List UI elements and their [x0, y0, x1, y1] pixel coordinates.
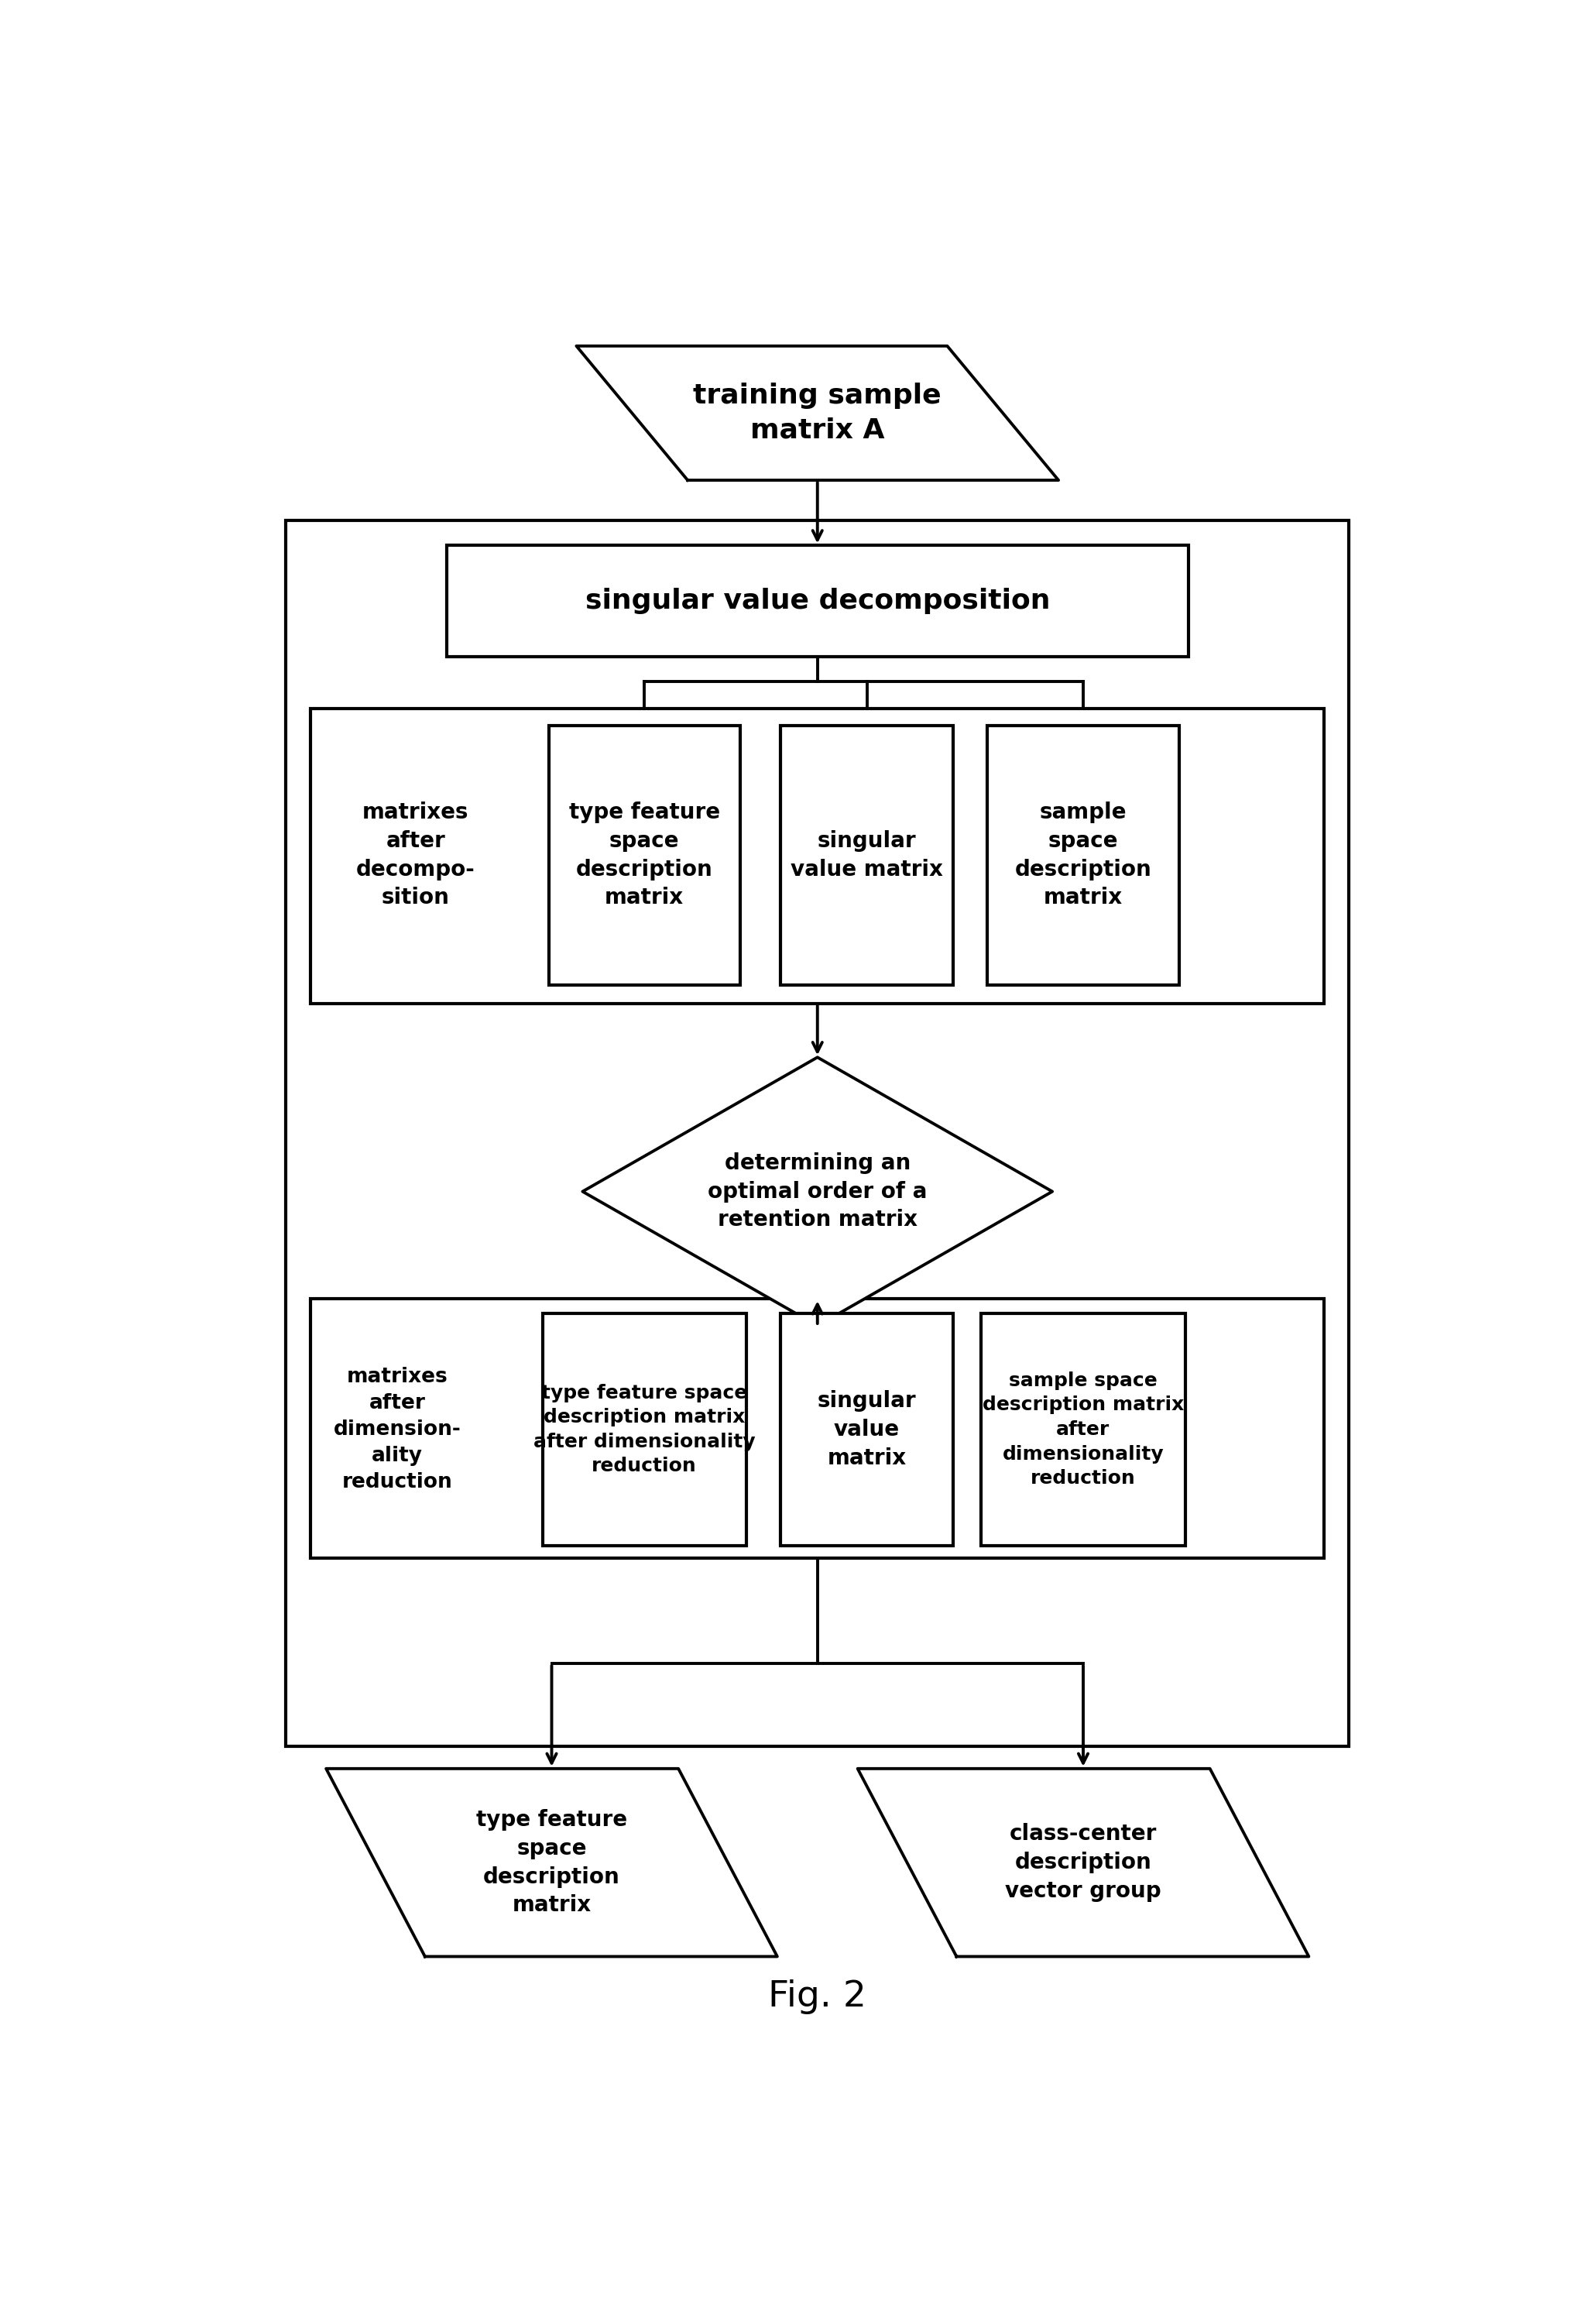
Bar	[311, 1299, 1324, 1559]
Text: type feature space
description matrix
after dimensionality
reduction: type feature space description matrix af…	[533, 1383, 756, 1476]
Text: matrixes
after
decompo-
sition: matrixes after decompo- sition	[356, 802, 475, 909]
Bar	[780, 725, 954, 985]
Text: type feature
space
description
matrix: type feature space description matrix	[569, 802, 719, 909]
Polygon shape	[325, 1769, 777, 1957]
Bar	[981, 1313, 1185, 1545]
Text: sample
space
description
matrix: sample space description matrix	[1014, 802, 1152, 909]
Text: determining an
optimal order of a
retention matrix: determining an optimal order of a retent…	[708, 1153, 927, 1232]
Text: training sample
matrix A: training sample matrix A	[694, 383, 941, 444]
Text: singular
value matrix: singular value matrix	[791, 830, 943, 881]
Text: singular
value
matrix: singular value matrix	[818, 1390, 916, 1469]
Text: singular value decomposition: singular value decomposition	[585, 588, 1050, 614]
Polygon shape	[576, 346, 1059, 481]
Text: Fig. 2: Fig. 2	[769, 1980, 866, 2015]
Bar	[542, 1313, 746, 1545]
Bar	[780, 1313, 954, 1545]
Bar	[286, 521, 1349, 1745]
Bar	[987, 725, 1179, 985]
Bar	[447, 546, 1188, 655]
Polygon shape	[858, 1769, 1309, 1957]
Polygon shape	[582, 1057, 1053, 1325]
Bar	[311, 709, 1324, 1004]
Bar	[549, 725, 740, 985]
Text: class-center
description
vector group: class-center description vector group	[1005, 1824, 1161, 1901]
Text: sample space
description matrix
after
dimensionality
reduction: sample space description matrix after di…	[983, 1371, 1183, 1487]
Text: matrixes
after
dimension-
ality
reduction: matrixes after dimension- ality reductio…	[333, 1367, 461, 1492]
Text: type feature
space
description
matrix: type feature space description matrix	[477, 1808, 627, 1917]
